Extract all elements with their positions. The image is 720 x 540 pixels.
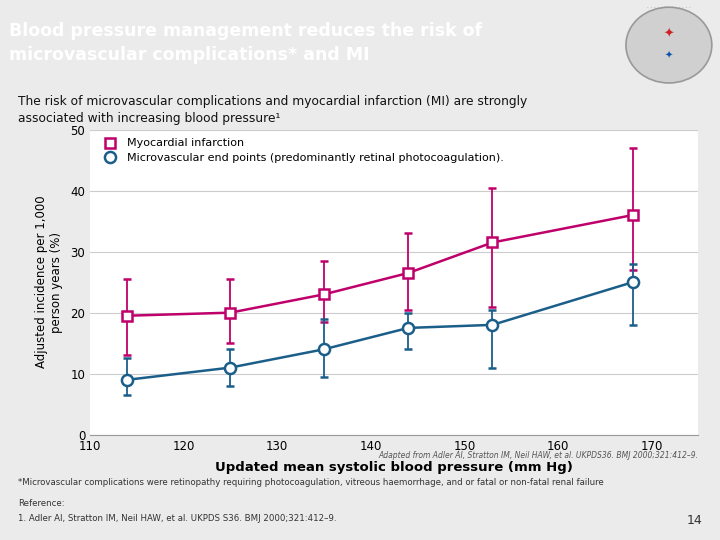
Text: The risk of microvascular complications and myocardial infarction (MI) are stron: The risk of microvascular complications … <box>18 94 527 107</box>
Text: Adapted from Adler AI, Stratton IM, Neil HAW, et al. UKPDS36. BMJ 2000;321:412–9: Adapted from Adler AI, Stratton IM, Neil… <box>379 451 698 460</box>
Text: associated with increasing blood pressure¹: associated with increasing blood pressur… <box>18 112 280 125</box>
X-axis label: Updated mean systolic blood pressure (mm Hg): Updated mean systolic blood pressure (mm… <box>215 461 573 474</box>
Text: 14: 14 <box>686 514 702 527</box>
Text: ✦: ✦ <box>664 28 674 40</box>
Text: Reference:: Reference: <box>18 500 65 509</box>
Text: Blood pressure management reduces the risk of
microvascular complications* and M: Blood pressure management reduces the ri… <box>9 23 482 64</box>
Text: 1. Adler AI, Stratton IM, Neil HAW, et al. UKPDS S36. BMJ 2000;321:412–9.: 1. Adler AI, Stratton IM, Neil HAW, et a… <box>18 514 336 523</box>
Legend: Myocardial infarction, Microvascular end points (predominantly retinal photocoag: Myocardial infarction, Microvascular end… <box>96 135 507 166</box>
Text: *Microvascular complications were retinopathy requiring photocoagulation, vitreo: *Microvascular complications were retino… <box>18 478 604 487</box>
Y-axis label: Adjusted incidence per 1,000
person years (%): Adjusted incidence per 1,000 person year… <box>35 196 63 368</box>
Text: · · · · · · · · · · · · ·: · · · · · · · · · · · · · <box>647 5 690 10</box>
Circle shape <box>626 7 712 83</box>
Text: ✦: ✦ <box>665 51 673 61</box>
